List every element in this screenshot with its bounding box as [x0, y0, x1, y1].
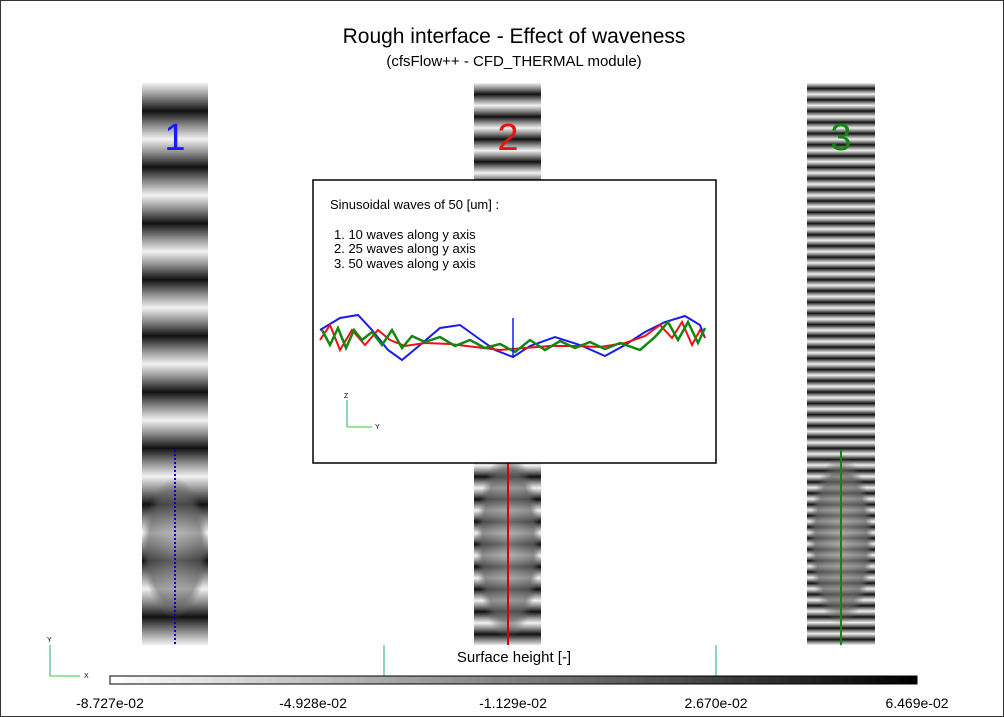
inset-item: 1. 10 waves along y axis	[334, 227, 476, 242]
inset-box	[313, 180, 716, 463]
subtitle: (cfsFlow++ - CFD_THERMAL module)	[386, 53, 641, 70]
viewport: Rough interface - Effect of waveness (cf…	[0, 0, 1004, 717]
colorbar-tick: -1.129e-02	[479, 695, 547, 711]
inset-item: 2. 25 waves along y axis	[334, 241, 476, 256]
panel-label: 1	[164, 117, 185, 159]
colorbar-tick: -8.727e-02	[76, 695, 144, 711]
inset-heading: Sinusoidal waves of 50 [um] :	[330, 197, 499, 212]
colorbar-title: Surface height [-]	[457, 649, 571, 666]
axis-label: Z	[344, 393, 349, 400]
colorbar	[110, 676, 917, 684]
colorbar-tick: 6.469e-02	[885, 695, 948, 711]
inset-item: 3. 50 waves along y axis	[334, 256, 476, 271]
panel-label: 3	[830, 117, 851, 159]
triad-label: X	[84, 673, 89, 680]
colorbar-tick: 2.670e-02	[684, 695, 747, 711]
triad-label: Y	[47, 637, 52, 644]
title: Rough interface - Effect of waveness	[343, 25, 686, 48]
colorbar-tick: -4.928e-02	[279, 695, 347, 711]
panel-label: 2	[497, 117, 518, 159]
axis-label: Y	[375, 424, 380, 431]
